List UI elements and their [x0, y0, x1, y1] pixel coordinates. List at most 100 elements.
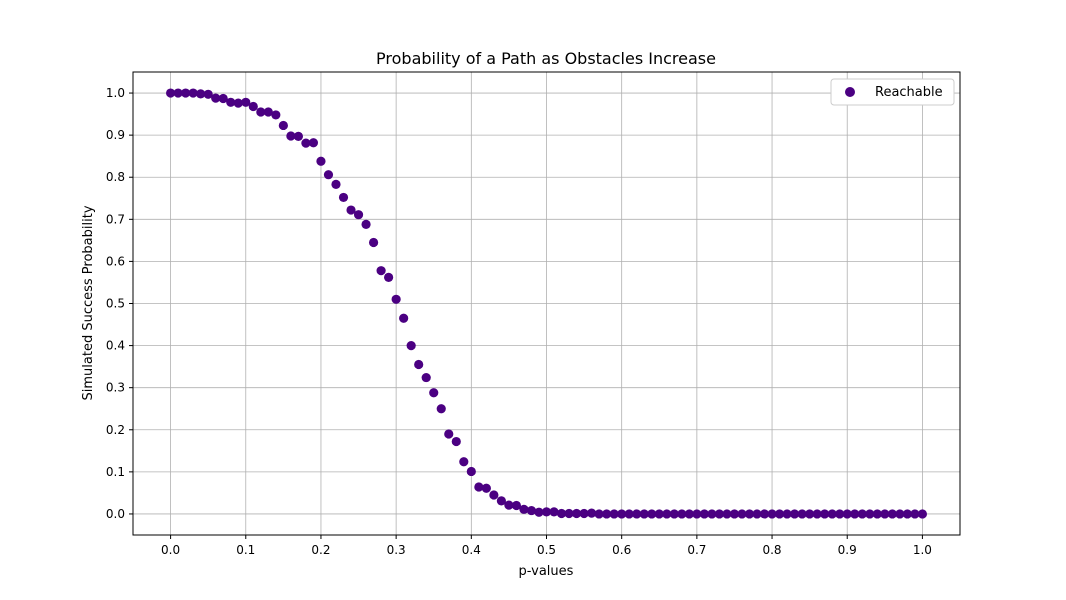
data-point [594, 509, 604, 519]
data-point [496, 496, 506, 506]
data-point [331, 179, 341, 189]
y-axis-label: Simulated Success Probability [81, 205, 96, 400]
data-point [534, 507, 544, 517]
data-point [376, 266, 386, 276]
data-point [353, 210, 364, 220]
data-point [519, 504, 529, 514]
data-point [744, 509, 755, 519]
axis-ticks: 0.0 0.1 0.2 0.3 0.4 0.5 0.6 0.7 0.8 0.9 1.0 0.0 0.1 0… [106, 86, 932, 557]
data-point [436, 404, 446, 414]
data-point [233, 98, 243, 108]
x-tick-label: 0.9 [838, 543, 857, 557]
data-point [504, 500, 514, 510]
data-point [707, 509, 717, 519]
data-point [917, 509, 928, 519]
data-point [399, 313, 409, 323]
data-point [759, 509, 770, 519]
data-point [256, 107, 266, 117]
legend-marker-reachable [845, 87, 855, 97]
data-point [203, 89, 213, 99]
data-point [872, 509, 882, 519]
y-tick-label: 0.2 [106, 423, 125, 437]
data-point [489, 490, 499, 500]
data-point [579, 508, 589, 519]
data-point [278, 120, 288, 131]
data-point [617, 509, 627, 519]
data-point [271, 110, 281, 120]
x-tick-label: 1.0 [913, 543, 932, 557]
data-points [165, 88, 928, 519]
data-point [481, 483, 491, 493]
data-point [451, 436, 461, 447]
data-point [647, 509, 657, 519]
data-point [549, 507, 559, 517]
data-point [767, 509, 777, 519]
data-point [429, 388, 439, 398]
chart-title: Probability of a Path as Obstacles Incre… [376, 49, 716, 68]
data-point [677, 509, 687, 519]
data-point [571, 508, 582, 519]
data-point [211, 93, 221, 103]
data-point [368, 237, 379, 248]
data-point [361, 219, 371, 229]
y-tick-label: 0.6 [106, 254, 125, 268]
x-tick-label: 0.5 [537, 543, 556, 557]
y-tick-label: 0.9 [106, 128, 125, 142]
data-point [797, 509, 807, 519]
data-point [556, 508, 567, 519]
data-point [714, 509, 725, 519]
x-axis-label: p-values [519, 564, 574, 579]
data-point [895, 509, 905, 519]
data-point [196, 89, 206, 99]
data-point [308, 138, 319, 148]
data-point [218, 93, 228, 104]
x-tick-label: 0.2 [311, 543, 330, 557]
data-point [632, 509, 642, 519]
x-tick-label: 0.0 [161, 543, 180, 557]
data-point [699, 509, 709, 519]
data-point [316, 156, 326, 166]
x-tick-label: 0.7 [687, 543, 706, 557]
y-tick-label: 0.4 [106, 339, 125, 353]
data-point [752, 509, 762, 519]
data-point [805, 509, 815, 519]
data-point [384, 272, 394, 283]
x-tick-label: 0.1 [236, 543, 255, 557]
data-point [722, 509, 732, 519]
data-point [165, 88, 176, 98]
y-tick-label: 0.5 [106, 297, 125, 311]
data-point [827, 509, 837, 519]
x-tick-label: 0.6 [612, 543, 631, 557]
data-point [406, 340, 416, 351]
y-tick-label: 0.7 [106, 212, 125, 226]
data-point [835, 509, 845, 519]
data-point [286, 131, 296, 141]
data-point [181, 88, 191, 98]
data-point [466, 466, 476, 477]
data-point [865, 509, 875, 519]
data-point [511, 500, 522, 511]
data-point [241, 97, 251, 107]
data-point [820, 509, 830, 519]
y-tick-label: 0.3 [106, 381, 125, 395]
data-point [444, 429, 454, 439]
data-point [902, 509, 912, 519]
legend: Reachable [830, 78, 955, 106]
data-point [263, 107, 273, 117]
data-point [692, 509, 702, 519]
data-point [346, 205, 356, 215]
y-tick-label: 0.1 [106, 465, 125, 479]
x-tick-label: 0.4 [462, 543, 481, 557]
data-point [602, 509, 612, 519]
data-point [880, 509, 890, 519]
data-point [624, 509, 634, 519]
plot-frame [132, 71, 961, 536]
data-point [729, 509, 740, 519]
data-point [654, 509, 664, 519]
x-tick-label: 0.8 [762, 543, 781, 557]
data-point [662, 509, 672, 519]
data-point [812, 509, 822, 519]
x-tick-label: 0.3 [387, 543, 406, 557]
legend-box [830, 78, 955, 106]
data-point [541, 507, 552, 517]
